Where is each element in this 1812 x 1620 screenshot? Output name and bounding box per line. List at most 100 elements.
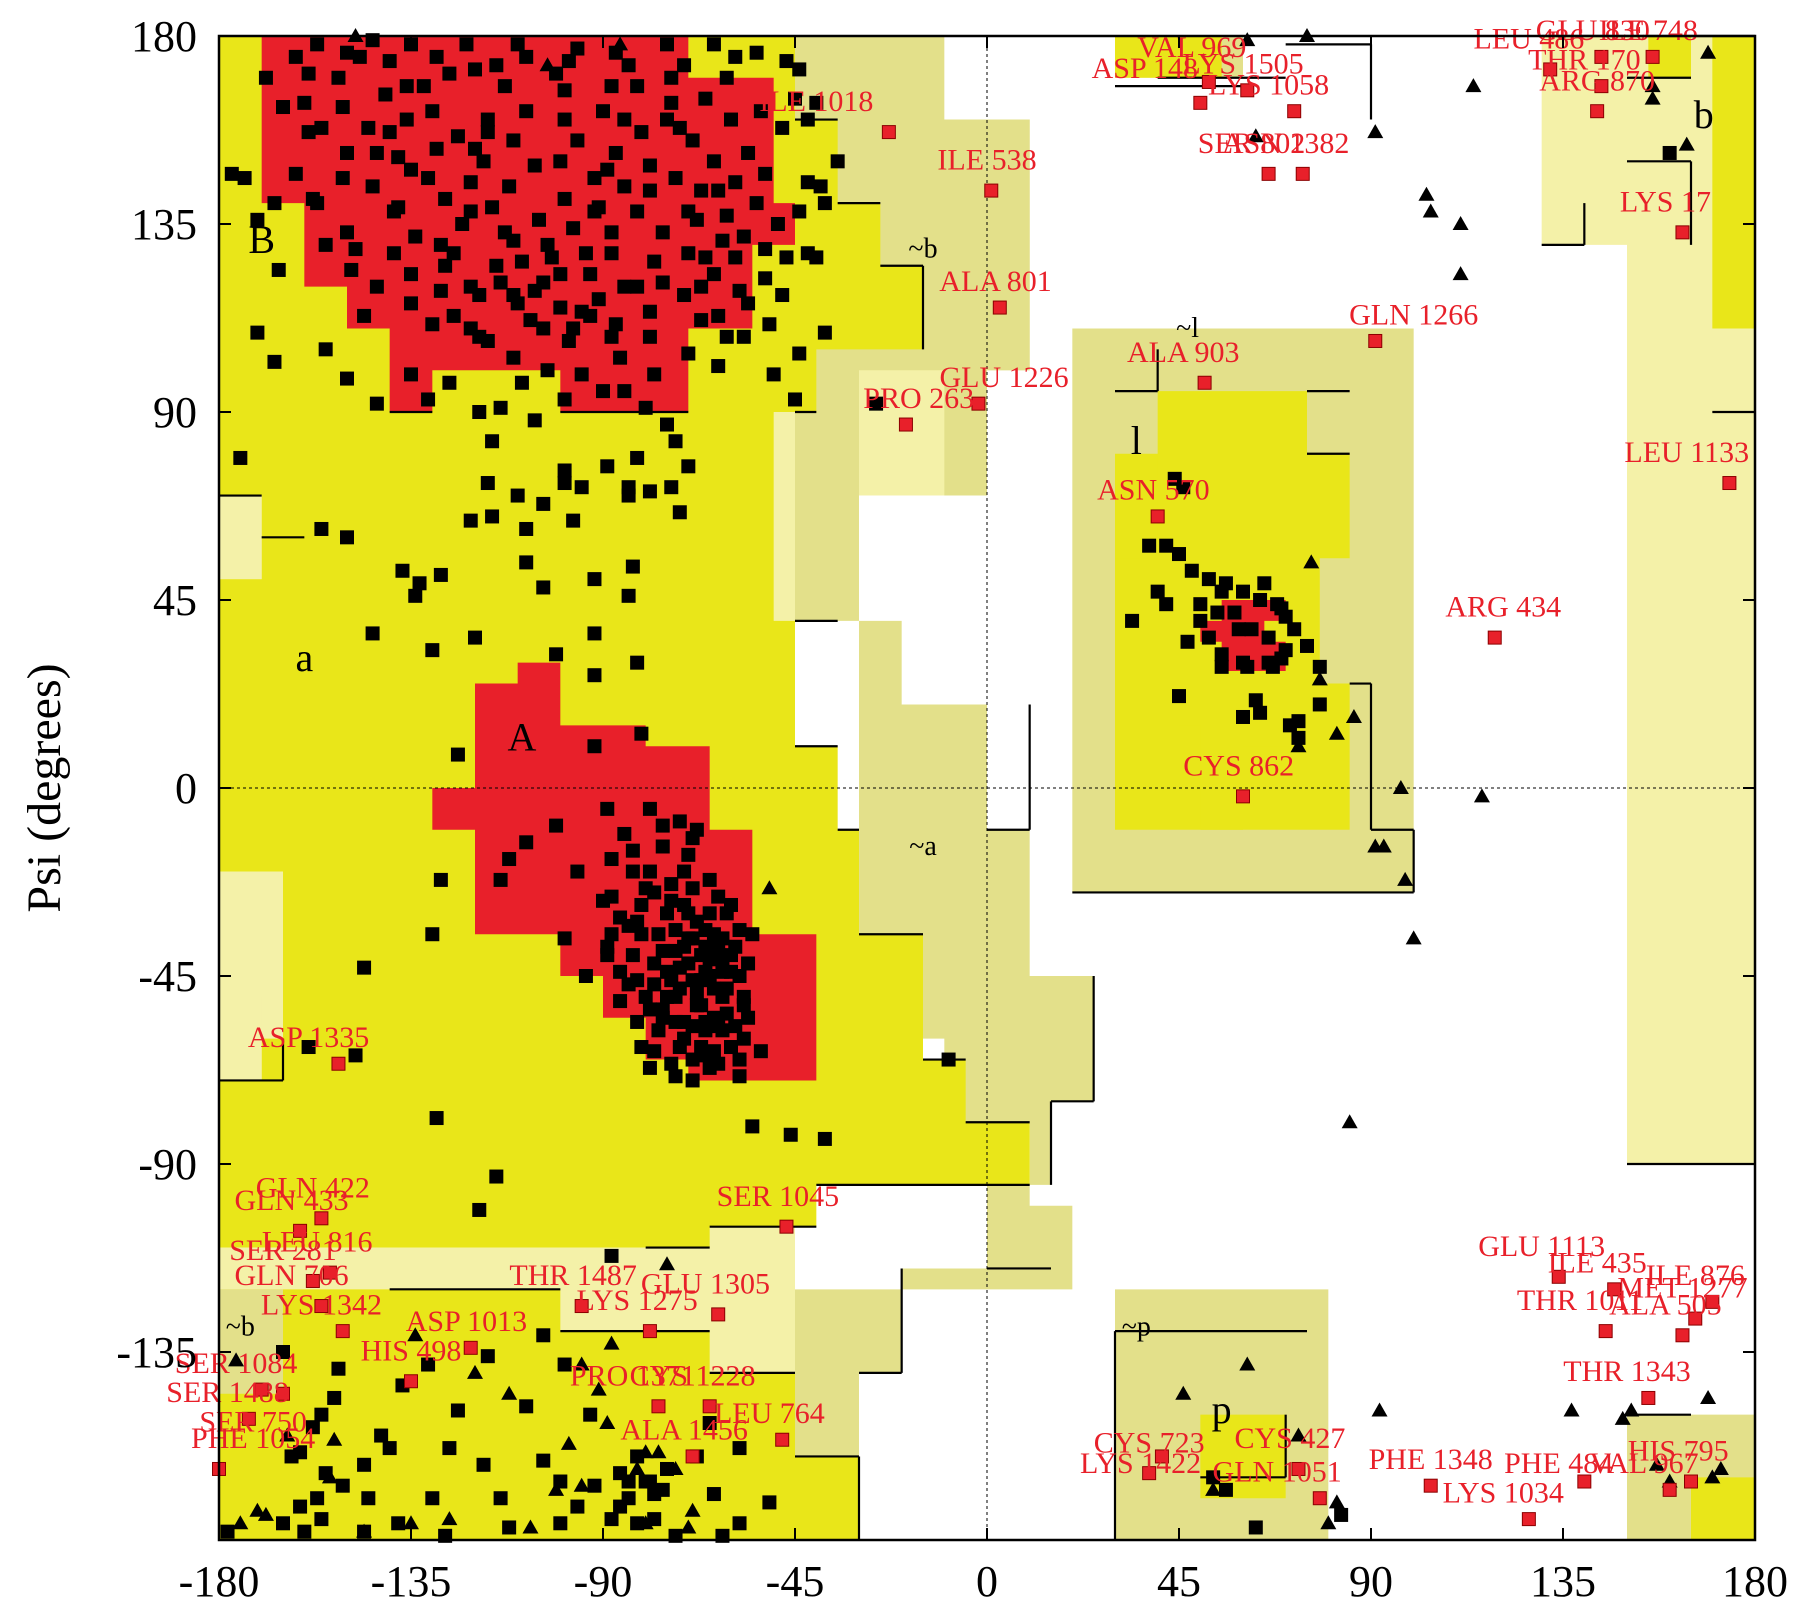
residue-point	[800, 246, 815, 261]
residue-point	[1150, 584, 1165, 599]
residue-point	[591, 292, 606, 307]
residue-point	[549, 818, 564, 833]
outlier-point	[241, 1411, 256, 1426]
residue-point	[288, 49, 303, 64]
residue-point	[1214, 584, 1229, 599]
residue-point	[493, 1491, 508, 1506]
residue-point	[711, 359, 726, 374]
outlier-label: THR 170	[1528, 43, 1641, 76]
glycine-point	[326, 1431, 343, 1446]
residue-point	[250, 212, 265, 227]
y-tick-label: 135	[131, 200, 197, 249]
residue-point	[404, 296, 418, 311]
residue-point	[694, 279, 709, 294]
residue-point	[536, 496, 551, 511]
residue-point	[429, 1111, 444, 1126]
residue-point	[425, 317, 440, 332]
outlier-point	[1197, 375, 1212, 390]
residue-point	[557, 463, 572, 478]
region-label: ~p	[1122, 1311, 1151, 1342]
residue-point	[408, 229, 423, 244]
residue-point	[369, 145, 384, 160]
residue-point	[706, 1487, 721, 1502]
outlier-point	[711, 1307, 726, 1322]
residue-point	[642, 329, 657, 344]
region-label: l	[1131, 418, 1142, 463]
residue-point	[715, 931, 730, 946]
region-label: A	[507, 714, 536, 759]
outlier-label: ARG 434	[1445, 591, 1561, 624]
outlier-point	[574, 1299, 589, 1314]
residue-point	[779, 54, 794, 69]
residue-point	[480, 1349, 495, 1364]
outlier-label: SER 802	[1198, 127, 1306, 160]
residue-point	[391, 150, 406, 165]
outlier-point	[1641, 1390, 1656, 1405]
residue-point	[1172, 689, 1186, 704]
glycine-point	[1375, 838, 1392, 853]
residue-point	[369, 279, 384, 294]
residue-point	[668, 1069, 683, 1084]
glycine-point	[603, 1335, 620, 1350]
residue-point	[1253, 593, 1268, 607]
outlier-label: GLN 422	[256, 1171, 370, 1204]
residue-point	[510, 488, 525, 503]
residue-point	[719, 329, 734, 344]
glycine-point	[761, 880, 778, 895]
residue-point	[694, 948, 709, 963]
outlier-label: LYS 17	[1620, 185, 1711, 218]
glycine-point	[1644, 90, 1661, 105]
residue-point	[685, 1052, 700, 1067]
residue-point	[463, 513, 478, 528]
residue-point	[715, 956, 730, 971]
region-label: ~a	[909, 831, 937, 862]
outlier-point	[331, 1056, 346, 1071]
residue-point	[1172, 547, 1186, 562]
residue-point	[800, 112, 815, 127]
outlier-point	[404, 1374, 418, 1389]
residue-point	[745, 927, 760, 942]
residue-point	[587, 626, 602, 641]
residue-point	[310, 37, 325, 52]
residue-point	[438, 191, 453, 206]
residue-point	[617, 112, 632, 127]
outlier-point	[1675, 225, 1690, 240]
glycine-point	[1678, 136, 1695, 151]
residue-point	[817, 1131, 832, 1146]
outlier-point	[1291, 1461, 1306, 1476]
residue-point	[297, 95, 312, 110]
glycine-point	[1392, 780, 1409, 794]
residue-point	[514, 254, 529, 269]
outlier-label: THR 1343	[1563, 1355, 1691, 1388]
residue-point	[1244, 622, 1259, 637]
residue-point	[335, 1478, 350, 1493]
residue-point	[685, 973, 700, 988]
residue-point	[732, 283, 747, 298]
residue-point	[493, 275, 508, 290]
residue-point	[642, 801, 657, 816]
residue-point	[489, 258, 504, 273]
outlier-label: ASN 1382	[1222, 127, 1350, 160]
glycine-point	[467, 1364, 483, 1379]
residue-point	[621, 58, 636, 73]
residue-point	[455, 217, 470, 231]
residue-point	[340, 45, 354, 60]
residue-point	[655, 818, 670, 833]
residue-point	[792, 62, 807, 77]
outlier-label: ASP 148	[1092, 52, 1198, 85]
outlier-label: LEU 816	[262, 1226, 373, 1259]
residue-point	[736, 229, 751, 244]
outlier-label: CYS 862	[1183, 749, 1294, 782]
residue-point	[293, 1499, 308, 1514]
glycine-point	[321, 1469, 338, 1484]
residue-point	[587, 668, 602, 683]
residue-point	[647, 885, 662, 900]
residue-point	[433, 237, 448, 252]
residue-point	[301, 125, 316, 140]
residue-point	[728, 1019, 743, 1034]
x-tick-label: -180	[179, 1557, 260, 1606]
residue-point	[1201, 572, 1216, 587]
residue-point	[719, 981, 734, 996]
residue-point	[681, 847, 696, 862]
residue-point	[604, 927, 619, 942]
